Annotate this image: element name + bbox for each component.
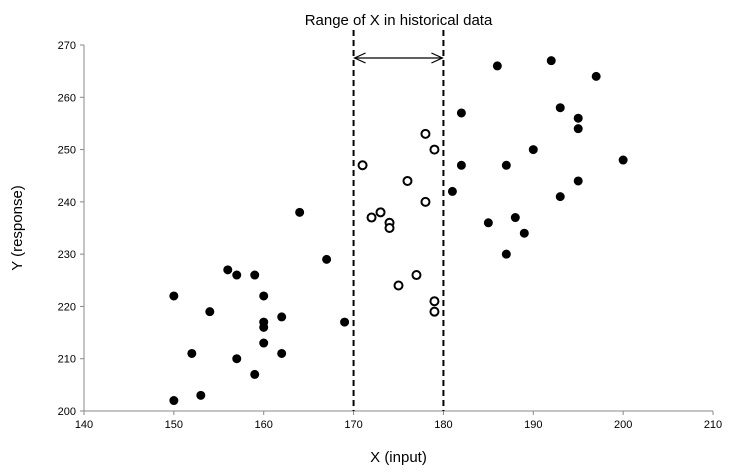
- data-point-filled: [546, 56, 556, 66]
- data-point-filled: [169, 291, 179, 301]
- x-tick-label: 150: [165, 419, 183, 431]
- data-point-open: [429, 144, 440, 155]
- data-point-open: [420, 128, 431, 139]
- data-point-open: [420, 196, 431, 207]
- y-tick-label: 210: [58, 354, 76, 366]
- data-point-filled: [573, 176, 583, 186]
- data-point-filled: [205, 307, 215, 317]
- data-point-filled: [250, 369, 260, 379]
- x-tick-label: 160: [255, 419, 273, 431]
- data-point-filled: [232, 270, 242, 280]
- y-tick-label: 270: [58, 40, 76, 52]
- data-point-filled: [591, 71, 601, 81]
- data-point-filled: [250, 270, 260, 280]
- y-axis-ticks: 200 210 220 230 240 250 260 270: [58, 40, 84, 418]
- x-tick-label: 140: [75, 419, 93, 431]
- data-point-filled: [259, 338, 269, 348]
- y-tick-label: 250: [58, 145, 76, 157]
- x-tick-label: 190: [524, 419, 542, 431]
- data-point-filled: [492, 61, 502, 71]
- y-tick-label: 220: [58, 301, 76, 313]
- data-point-open: [429, 306, 440, 317]
- data-point-open: [357, 160, 368, 171]
- data-point-open: [384, 223, 395, 233]
- data-points: [169, 56, 628, 406]
- data-point-filled: [483, 218, 493, 228]
- data-point-filled: [510, 213, 520, 223]
- data-point-filled: [340, 317, 350, 327]
- data-point-filled: [223, 265, 233, 275]
- data-point-filled: [555, 192, 565, 202]
- range-arrow-head-right: [431, 52, 444, 64]
- data-point-filled: [277, 312, 287, 322]
- data-point-filled: [277, 348, 287, 358]
- data-point-filled: [456, 108, 466, 118]
- data-point-filled: [259, 291, 269, 301]
- x-tick-label: 170: [344, 419, 362, 431]
- data-point-open: [375, 207, 386, 218]
- data-point-filled: [573, 113, 583, 123]
- data-point-filled: [322, 254, 332, 264]
- data-point-open: [393, 280, 404, 291]
- x-tick-label: 200: [614, 419, 632, 431]
- y-axis-title: Y (response): [9, 185, 26, 271]
- data-point-filled: [232, 354, 242, 364]
- range-arrow-head-left: [353, 52, 366, 64]
- data-point-filled: [501, 249, 511, 259]
- x-tick-label: 210: [704, 419, 722, 431]
- x-axis-ticks: 140 150 160 170 180 190 200 210: [75, 411, 722, 431]
- y-tick-label: 240: [58, 197, 76, 209]
- data-point-filled: [169, 396, 179, 406]
- data-point-filled: [295, 207, 305, 217]
- y-tick-label: 230: [58, 249, 76, 261]
- data-point-filled: [456, 160, 466, 170]
- x-tick-label: 180: [434, 419, 452, 431]
- data-point-filled: [501, 160, 511, 170]
- plot-area: 140 150 160 170 180 190 200 210 200 210 220 230 240…: [58, 30, 722, 431]
- data-point-filled: [618, 155, 628, 165]
- x-axis-title: X (input): [370, 449, 427, 466]
- data-point-filled: [555, 103, 565, 113]
- y-tick-label: 200: [58, 406, 76, 418]
- data-point-filled: [573, 124, 583, 134]
- data-point-filled: [196, 390, 206, 400]
- data-point-open: [402, 175, 413, 186]
- data-point-filled: [519, 228, 529, 238]
- data-point-filled: [259, 322, 269, 332]
- data-point-open: [366, 212, 377, 223]
- data-point-open: [411, 270, 422, 281]
- range-annotation-label: Range of X in historical data: [305, 12, 493, 29]
- data-point-filled: [528, 145, 538, 155]
- data-point-filled: [447, 186, 457, 196]
- y-tick-label: 260: [58, 92, 76, 104]
- historical-range-markers: [352, 30, 445, 411]
- data-point-filled: [187, 348, 197, 358]
- data-point-open: [429, 296, 440, 307]
